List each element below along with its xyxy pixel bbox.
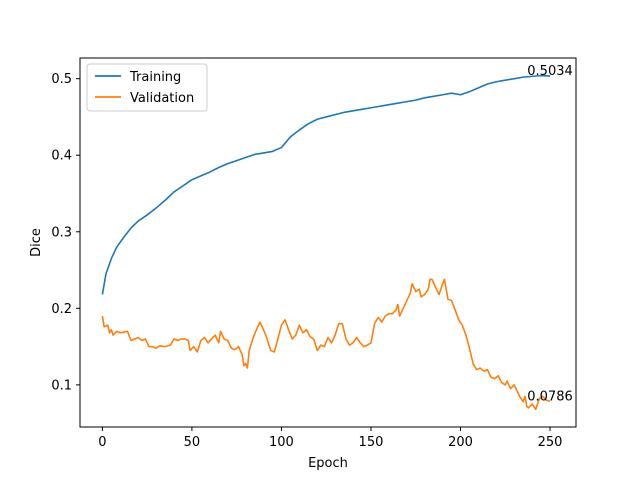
y-tick-label: 0.1 xyxy=(51,378,72,393)
y-tick-label: 0.2 xyxy=(51,302,72,317)
final-value-annotation: 0.5034 xyxy=(527,64,573,79)
x-tick-label: 200 xyxy=(448,435,473,450)
x-tick-label: 0 xyxy=(98,435,106,450)
x-axis-title: Epoch xyxy=(308,456,348,471)
y-axis-title: Dice xyxy=(29,228,44,257)
series-layer xyxy=(101,74,551,411)
x-tick-label: 250 xyxy=(538,435,563,450)
y-tick-label: 0.3 xyxy=(51,225,72,240)
x-tick-label: 50 xyxy=(184,435,201,450)
x-tick-label: 100 xyxy=(269,435,294,450)
series-line-validation xyxy=(101,278,551,411)
x-tick-label: 150 xyxy=(359,435,384,450)
y-tick-label: 0.5 xyxy=(51,72,72,87)
legend: Training Validation xyxy=(86,63,208,112)
y-tick-label: 0.4 xyxy=(51,149,72,164)
plot-area-frame xyxy=(79,57,577,428)
annotations: 0.5034 0.0786 xyxy=(527,64,573,404)
legend-label-training: Training xyxy=(129,70,181,85)
legend-label-validation: Validation xyxy=(130,91,194,106)
x-axis: 0 50 100 150 200 250 xyxy=(98,427,562,450)
y-axis: 0.1 0.2 0.3 0.4 0.5 xyxy=(51,72,80,393)
final-value-annotation: 0.0786 xyxy=(527,389,573,404)
series-line-training xyxy=(101,74,551,295)
